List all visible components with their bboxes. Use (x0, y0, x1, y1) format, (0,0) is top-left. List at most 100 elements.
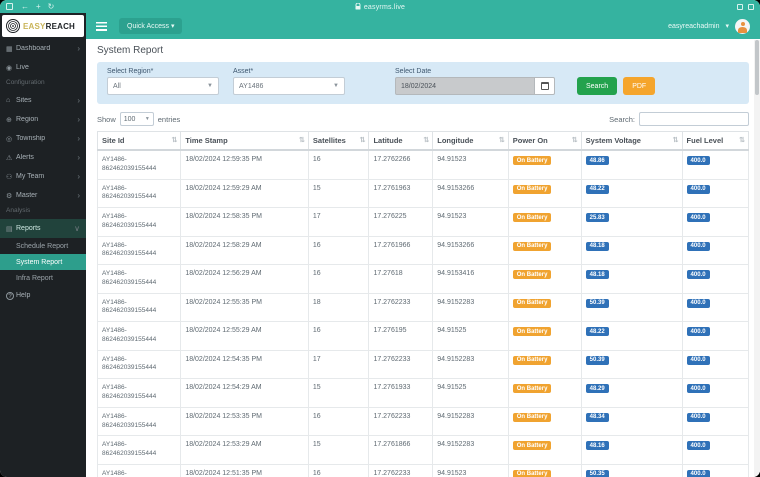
app-logo[interactable]: EASY REACH (2, 15, 84, 37)
region-label: Select Region* (107, 68, 154, 75)
scrollbar-thumb[interactable] (755, 40, 759, 95)
column-label: System Voltage (585, 136, 641, 145)
chevron-right-icon: › (77, 115, 80, 124)
system-voltage-badge: 48.34 (585, 412, 609, 422)
asset-select[interactable]: AY1486 ▼ (233, 77, 345, 95)
sidebar-item-label: My Team (16, 173, 45, 180)
table-search-input[interactable] (639, 112, 749, 126)
power-on-badge: On Battery (512, 327, 552, 337)
cell-satellites: 18 (307, 292, 370, 323)
sort-icon: ⇅ (571, 137, 578, 144)
pdf-export-button[interactable]: PDF (623, 77, 656, 95)
fuel-level-badge: 400.0 (686, 355, 710, 365)
sort-icon: ⇅ (423, 137, 430, 144)
power-on-badge: On Battery (512, 241, 552, 251)
cell-system-voltage: 48.29 (580, 378, 683, 408)
chevron-right-icon: › (77, 153, 80, 162)
new-tab-icon[interactable]: + (36, 2, 41, 11)
cell-system-voltage: 48.16 (580, 435, 683, 465)
brand-name-secondary: REACH (45, 21, 76, 31)
column-header-fuel-level[interactable]: Fuel Level ⇅ (681, 131, 750, 151)
cell-time-stamp: 18/02/2024 12:55:29 AM (180, 321, 309, 351)
page-length-select[interactable]: 100 ▼ (119, 112, 154, 126)
sidebar-item-alerts[interactable]: ⚠ Alerts › (0, 148, 86, 167)
sidebar-item-help[interactable]: ? Help (0, 286, 86, 305)
asset-label: Asset* (233, 68, 254, 75)
fuel-level-badge: 400.0 (686, 184, 710, 194)
sidebar-item-dashboard[interactable]: ▦ Dashboard › (0, 39, 86, 58)
sidebar-item-master[interactable]: ⚙ Master › (0, 186, 86, 205)
cell-power-on: On Battery (507, 264, 582, 294)
search-button[interactable]: Search (577, 77, 618, 95)
avatar[interactable] (735, 18, 750, 34)
sort-icon: ⇅ (299, 137, 305, 144)
column-label: Satellites (312, 136, 346, 145)
chevron-down-icon: ∨ (74, 224, 80, 233)
column-label: Fuel Level (686, 136, 724, 145)
cell-fuel-level: 400.0 (681, 378, 750, 408)
cell-time-stamp: 18/02/2024 12:58:29 AM (180, 235, 309, 266)
sidebar-item-region[interactable]: ⊕ Region › (0, 110, 86, 129)
sidebar-item-live[interactable]: ◉ Live (0, 58, 86, 77)
power-on-badge: On Battery (512, 184, 552, 194)
cell-longitude: 94.9153266 (432, 178, 509, 209)
sidebar-item-schedule-report[interactable]: Schedule Report (16, 242, 69, 250)
column-header-longitude[interactable]: Longitude ⇅ (432, 131, 509, 151)
cell-fuel-level: 400.0 (681, 349, 750, 380)
back-icon[interactable]: ← (21, 2, 29, 11)
my-team-icon: ⚇ (6, 173, 13, 181)
cell-fuel-level: 400.0 (681, 463, 750, 477)
chevron-right-icon: › (77, 191, 80, 200)
cell-time-stamp: 18/02/2024 12:53:35 PM (180, 406, 309, 437)
sidebar-item-my-team[interactable]: ⚇ My Team › (0, 167, 86, 186)
column-header-latitude[interactable]: Latitude ⇅ (368, 131, 434, 151)
url-text: easyrms.live (363, 3, 406, 11)
fuel-level-badge: 400.0 (686, 213, 710, 223)
sidebar-item-township[interactable]: ◎ Township › (0, 129, 86, 148)
sort-icon: ⇅ (672, 137, 679, 144)
username-text: easyreachadmin (668, 22, 720, 30)
reload-icon[interactable]: ↻ (47, 2, 55, 11)
cell-site-id: AY1486-862462039155444 (96, 178, 182, 209)
column-label: Site Id (102, 136, 125, 145)
column-header-time-stamp[interactable]: Time Stamp ⇅ (180, 131, 309, 151)
cell-satellites: 16 (307, 321, 370, 351)
cell-site-id: AY1486-862462039155444 (96, 406, 182, 437)
cell-power-on: On Battery (507, 149, 582, 180)
cell-latitude: 17.27618 (368, 264, 434, 294)
hamburger-menu-icon[interactable] (96, 21, 107, 31)
column-header-system-voltage[interactable]: System Voltage ⇅ (580, 131, 683, 151)
table-row: AY1486-862462039155444 18/02/2024 12:51:… (96, 463, 750, 477)
column-header-satellites[interactable]: Satellites ⇅ (307, 131, 370, 151)
brand-spiral-icon (6, 19, 20, 33)
cell-time-stamp: 18/02/2024 12:54:29 AM (180, 378, 309, 408)
sidebar-item-reports[interactable]: ▤ Reports ∨ (0, 219, 86, 238)
column-header-power-on[interactable]: Power On ⇅ (507, 131, 582, 151)
quick-access-label: Quick Access (127, 23, 170, 30)
quick-access-button[interactable]: Quick Access ▾ (119, 18, 183, 34)
entries-label: entries (157, 114, 181, 124)
region-globe-icon: ⊕ (6, 116, 12, 124)
user-menu[interactable]: easyreachadmin ▾ (668, 18, 750, 34)
windows-icon[interactable] (748, 3, 754, 10)
column-label: Time Stamp (185, 136, 228, 145)
sidebar-item-label: Alerts (16, 154, 34, 161)
date-input[interactable]: 18/02/2024 (395, 77, 535, 95)
cell-satellites: 15 (307, 178, 370, 209)
power-on-badge: On Battery (512, 213, 552, 223)
sidebar-item-sites[interactable]: ⌂ Sites › (0, 91, 86, 110)
share-icon[interactable] (737, 3, 743, 10)
region-select[interactable]: All ▼ (107, 77, 219, 95)
sidebar-item-infra-report[interactable]: Infra Report (16, 274, 53, 282)
cell-power-on: On Battery (507, 463, 582, 477)
cell-latitude: 17.2762233 (368, 463, 434, 477)
table-row: AY1486- 862462039155444 18/02/2024 12:53:… (96, 406, 750, 437)
column-header-site-id[interactable]: Site Id ⇅ (96, 131, 182, 151)
tab-overview-icon[interactable] (6, 3, 13, 10)
vertical-scrollbar[interactable] (754, 40, 760, 477)
calendar-button[interactable] (535, 77, 555, 95)
address-bar[interactable]: easyrms.live (0, 2, 760, 11)
cell-latitude: 17.2762233 (368, 406, 434, 437)
sidebar-item-system-report[interactable]: System Report (0, 254, 86, 270)
power-on-badge: On Battery (512, 156, 552, 165)
